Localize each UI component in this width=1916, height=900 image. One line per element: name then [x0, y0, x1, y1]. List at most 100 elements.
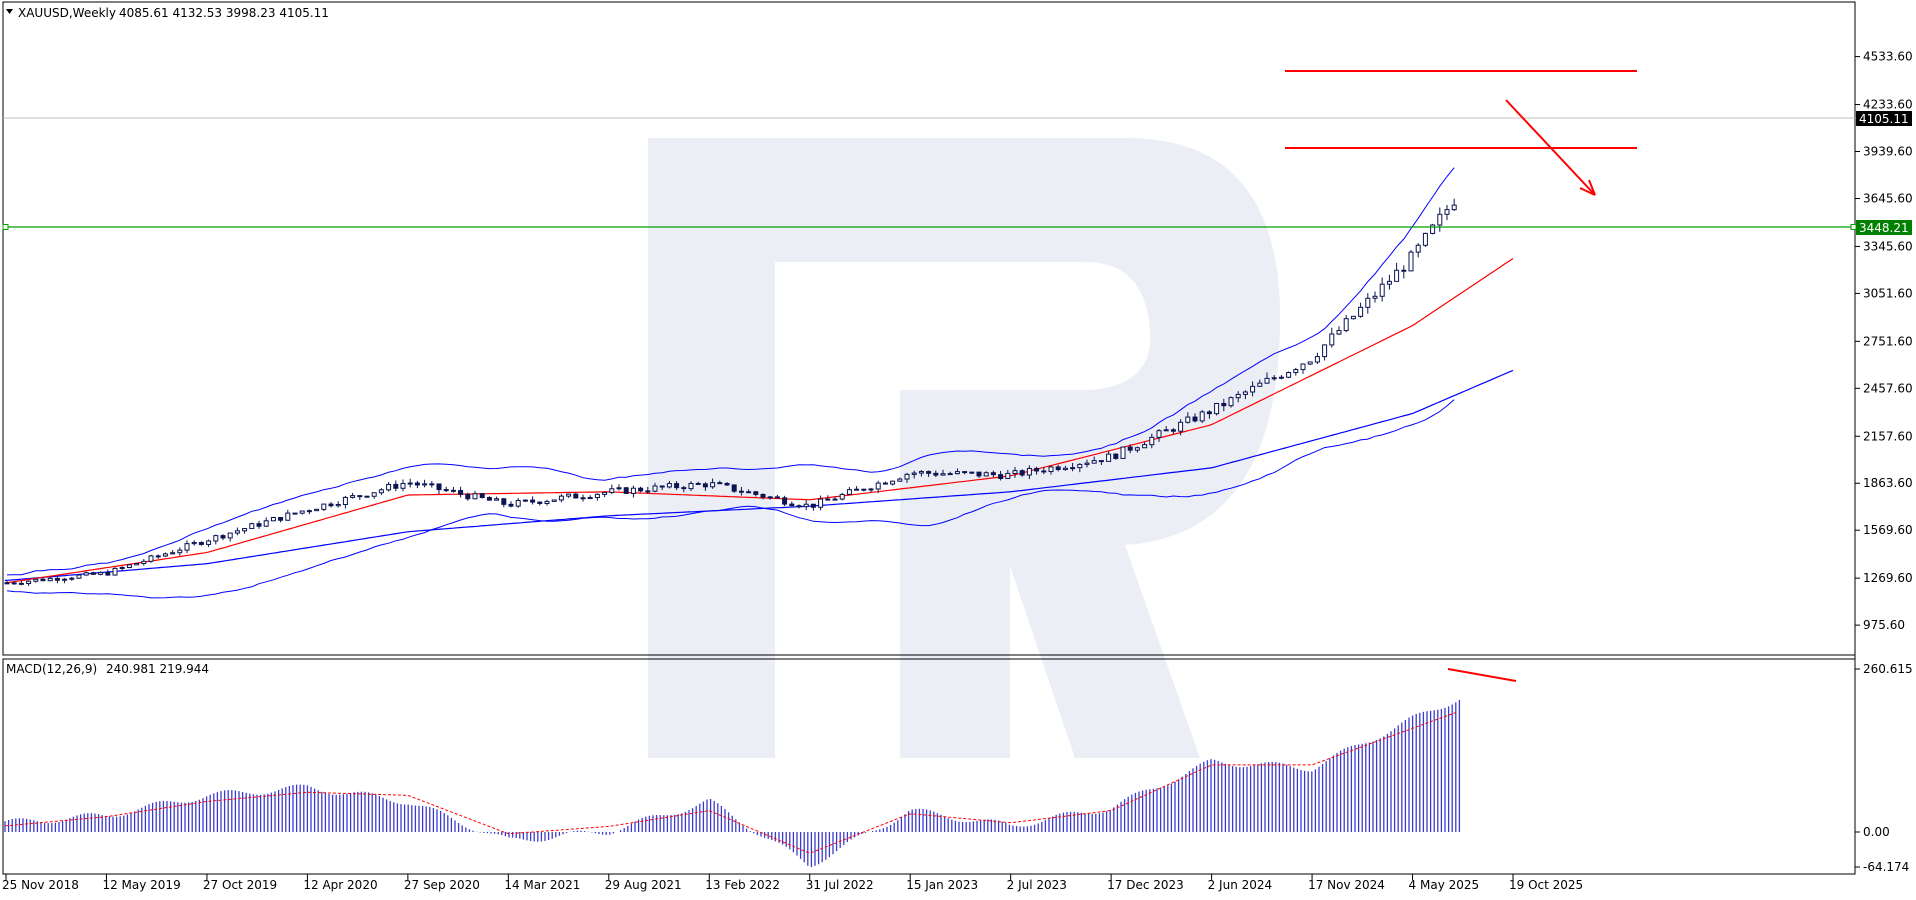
- candle-body: [105, 571, 111, 576]
- candle-body: [868, 488, 874, 491]
- candle-body: [710, 482, 716, 488]
- candle-body: [558, 495, 564, 501]
- candle-body: [1120, 446, 1126, 459]
- candle-body: [407, 482, 413, 485]
- candle-body: [1113, 453, 1119, 459]
- candle-body: [198, 542, 204, 545]
- macd-tick-label: -64.174: [1863, 860, 1909, 874]
- price-axis: 4533.60 4233.60 3939.60 3645.60 3345.60 3051.…: [1855, 50, 1913, 632]
- time-tick-label: 17 Dec 2023: [1107, 878, 1184, 892]
- candle-body: [1019, 470, 1025, 476]
- candle-body: [1163, 429, 1169, 432]
- candle-body: [1365, 297, 1371, 308]
- candle-body: [1070, 467, 1076, 470]
- candle-body: [638, 487, 644, 492]
- candle-body: [40, 578, 46, 582]
- candle-body: [652, 485, 658, 492]
- candle-body: [544, 500, 550, 504]
- candle-body: [1430, 224, 1436, 234]
- candle-body: [522, 499, 528, 502]
- symbol-header[interactable]: XAUUSD,Weekly 4085.61 4132.53 3998.23 41…: [6, 6, 329, 20]
- macd-values: 240.981 219.944: [106, 662, 209, 676]
- candle-body: [206, 540, 212, 545]
- candle-body: [1278, 376, 1284, 379]
- candle-body: [983, 472, 989, 477]
- candle-body: [443, 489, 449, 492]
- candle-body: [1386, 280, 1392, 285]
- candle-body: [1034, 467, 1040, 472]
- candle-body: [393, 483, 399, 489]
- candle-body: [933, 472, 939, 476]
- candle-body: [1170, 429, 1176, 432]
- candle-body: [450, 489, 456, 492]
- time-tick-label: 27 Sep 2020: [404, 878, 480, 892]
- watermark-logo: [648, 138, 1281, 758]
- candle-body: [537, 501, 543, 504]
- candle-body: [1358, 306, 1364, 317]
- time-tick-label: 14 Mar 2021: [504, 878, 580, 892]
- candle-body: [998, 474, 1004, 479]
- candle-body: [429, 483, 435, 486]
- candle-body: [746, 491, 752, 494]
- candle-body: [825, 498, 831, 501]
- collapse-triangle-icon[interactable]: [6, 9, 13, 14]
- candle-body: [976, 471, 982, 477]
- down-arrow-icon[interactable]: [1505, 99, 1596, 196]
- bollinger-lower: [6, 399, 1455, 599]
- candle-body: [659, 485, 665, 488]
- level-handle-left[interactable]: [2, 224, 9, 230]
- price-tick-label: 4533.60: [1863, 50, 1913, 64]
- candle-body: [1149, 436, 1155, 446]
- candle-body: [832, 498, 838, 501]
- candle-body: [1415, 244, 1421, 253]
- candle-body: [350, 495, 356, 498]
- candle-body: [875, 482, 881, 490]
- candle-body: [170, 552, 176, 555]
- candle-body: [4, 582, 10, 585]
- candle-body: [371, 492, 377, 497]
- price-tick-label: 3939.60: [1863, 145, 1913, 159]
- macd-signal-line: [4, 711, 1458, 854]
- candle-body: [810, 503, 816, 508]
- candle-body: [1264, 377, 1270, 384]
- time-tick-label: 17 Nov 2024: [1308, 878, 1385, 892]
- time-tick-label: 19 Oct 2025: [1509, 878, 1583, 892]
- candle-body: [479, 493, 485, 499]
- candle-body: [580, 497, 586, 500]
- candle-body: [695, 482, 701, 485]
- candle-body: [422, 483, 428, 486]
- macd-divergence-line[interactable]: [1447, 668, 1517, 682]
- candle-body: [292, 512, 298, 515]
- time-tick-label: 2 Jun 2024: [1208, 878, 1273, 892]
- candle-body: [321, 503, 327, 510]
- candle-body: [1134, 447, 1140, 451]
- candle-body: [1257, 382, 1263, 387]
- candle-body: [818, 498, 824, 508]
- candle-body: [1091, 460, 1097, 464]
- level-handle-right[interactable]: [1850, 224, 1857, 230]
- candle-body: [414, 482, 420, 486]
- candle-body: [738, 490, 744, 493]
- candle-body: [573, 493, 579, 499]
- candle-body: [1084, 462, 1090, 465]
- ohlc-values: 4085.61 4132.53 3998.23 4105.11: [119, 6, 329, 20]
- candle-body: [926, 471, 932, 474]
- candle-body: [1286, 372, 1292, 378]
- candle-body: [69, 577, 75, 580]
- candle-body: [1235, 393, 1241, 399]
- time-tick-label: 27 Oct 2019: [203, 878, 277, 892]
- candle-body: [299, 510, 305, 514]
- candle-body: [1077, 463, 1083, 469]
- time-tick-label: 13 Feb 2022: [705, 878, 780, 892]
- candle-body: [796, 505, 802, 508]
- candle-body: [328, 503, 334, 507]
- candle-body: [753, 491, 759, 495]
- time-tick-label: 2 Jul 2023: [1007, 878, 1067, 892]
- candle-body: [54, 577, 60, 581]
- macd-axis: 260.615 0.00 -64.174: [1855, 662, 1913, 874]
- candle-body: [782, 497, 788, 505]
- candle-body: [774, 496, 780, 499]
- price-tick-label: 1269.60: [1863, 571, 1913, 585]
